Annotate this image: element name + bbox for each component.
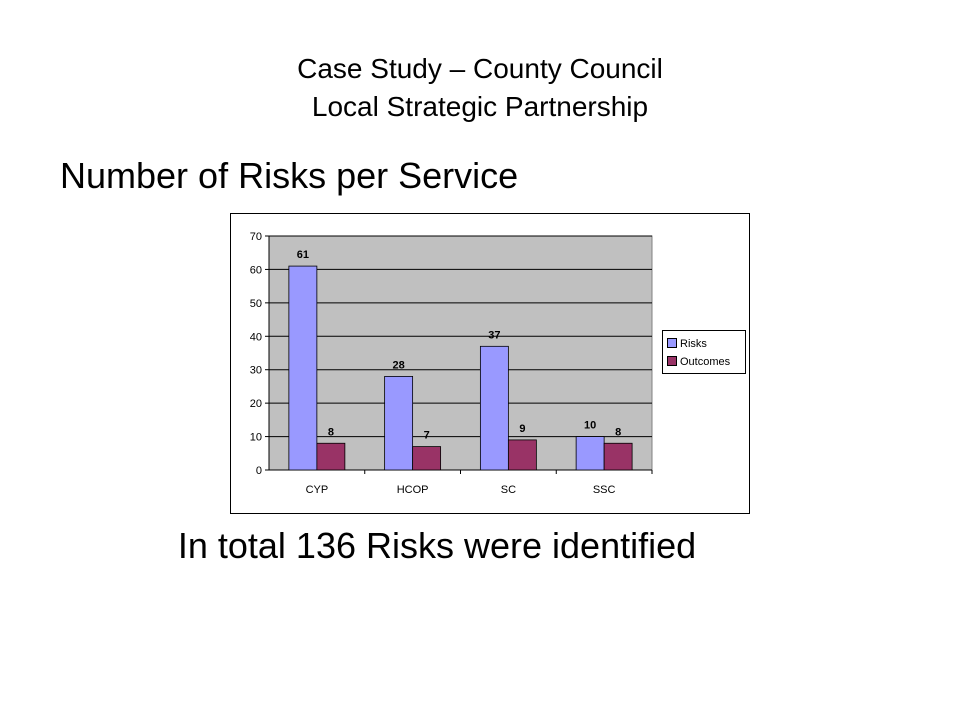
y-tick-label: 0 [256, 465, 262, 477]
bar-chart: 0 10 20 30 40 50 60 70 CYP 61 8 HCOP 28 7 SC 37 9 SSC 10 8 … [230, 213, 750, 514]
bar-outcomes [507, 439, 537, 471]
bar-outcomes [316, 442, 346, 471]
data-label: 9 [519, 423, 525, 435]
bar-risks [288, 265, 318, 471]
bar-risks [479, 345, 509, 471]
y-tick-label: 60 [250, 264, 262, 276]
y-tick-label: 70 [250, 231, 262, 243]
legend-item-outcomes: Outcomes [667, 355, 730, 369]
y-tick-label: 50 [250, 298, 262, 310]
slide-title: Case Study – County Council Local Strate… [0, 50, 960, 126]
title-line-1: Case Study – County Council [297, 53, 663, 84]
y-tick-label: 30 [250, 365, 262, 377]
bar-risks [384, 375, 414, 471]
plot-area [268, 235, 653, 471]
chart-legend: Risks Outcomes [662, 330, 746, 374]
data-label: 61 [297, 249, 309, 261]
data-label: 10 [584, 420, 596, 432]
data-label: 8 [328, 426, 334, 438]
legend-item-risks: Risks [667, 337, 707, 351]
y-tick-label: 10 [250, 432, 262, 444]
x-tick-label: HCOP [397, 484, 429, 496]
bar-risks [575, 436, 605, 471]
x-tick-label: CYP [306, 484, 329, 496]
bar-outcomes [412, 446, 442, 471]
data-label: 28 [393, 359, 405, 371]
chart-canvas: 0 10 20 30 40 50 60 70 CYP 61 8 HCOP 28 7 SC 37 9 SSC 10 8 [250, 231, 653, 496]
legend-swatch-outcomes [667, 356, 677, 367]
data-label: 37 [488, 329, 500, 341]
chart-heading: Number of Risks per Service [60, 155, 519, 196]
legend-swatch-risks [667, 338, 677, 349]
title-line-2: Local Strategic Partnership [311, 91, 649, 122]
y-tick-label: 20 [250, 398, 262, 410]
x-tick-label: SC [501, 484, 516, 496]
legend-label-risks: Risks [680, 338, 707, 350]
legend-label-outcomes: Outcomes [680, 356, 731, 368]
data-label: 8 [615, 426, 621, 438]
x-tick-label: SSC [593, 484, 616, 496]
y-tick-label: 40 [250, 331, 262, 343]
bar-outcomes [603, 442, 633, 471]
summary-text: In total 136 Risks were identified [177, 525, 697, 566]
data-label: 7 [424, 430, 430, 442]
